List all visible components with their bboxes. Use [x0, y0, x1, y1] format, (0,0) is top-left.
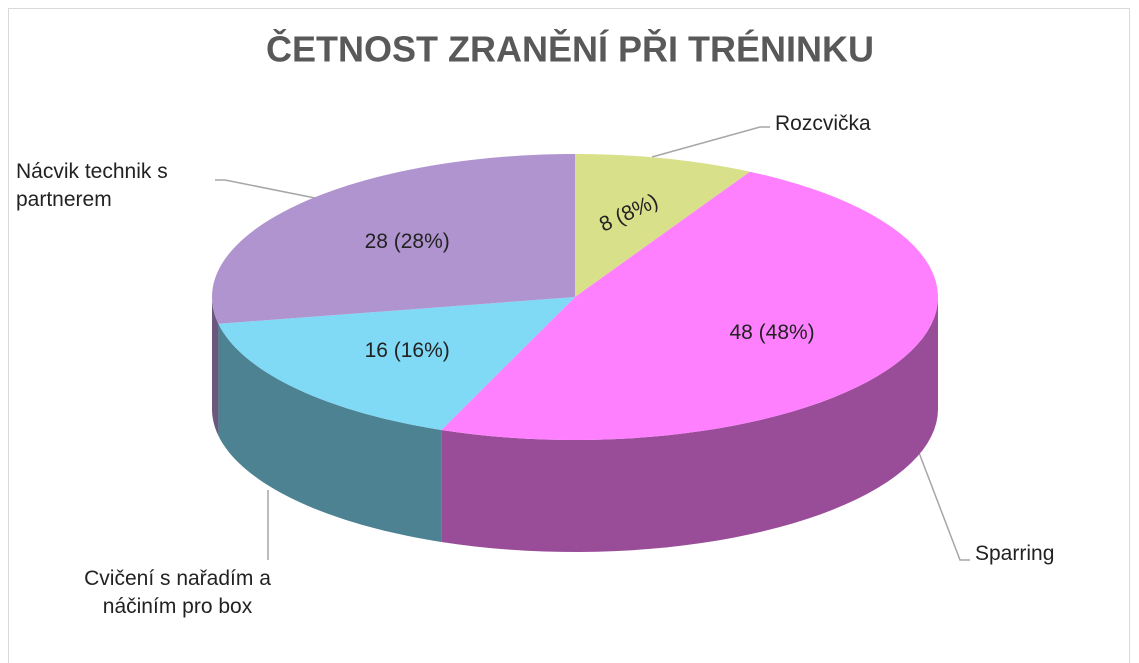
- slice-side: [218, 323, 442, 542]
- slice: [218, 297, 575, 430]
- data-label: 16 (16%): [365, 339, 450, 362]
- leader-lines: [215, 126, 970, 561]
- category-label: Sparring: [975, 542, 1055, 565]
- category-label: Cvičení s nařadím a náčiním pro box: [84, 567, 271, 618]
- slice: [212, 154, 575, 324]
- chart-frame: [8, 8, 1130, 663]
- data-label: 28 (28%): [365, 230, 450, 253]
- category-label: Nácvik technik s partnerem: [16, 160, 168, 211]
- category-label: Rozcvička: [775, 112, 871, 135]
- data-label: 48 (48%): [729, 321, 814, 344]
- slice: [575, 154, 750, 297]
- slice-side: [441, 297, 938, 552]
- chart-title: ČETNOST ZRANĚNÍ PŘI TRÉNINKU: [266, 28, 874, 70]
- slice: [441, 171, 938, 440]
- slice-side: [212, 297, 219, 436]
